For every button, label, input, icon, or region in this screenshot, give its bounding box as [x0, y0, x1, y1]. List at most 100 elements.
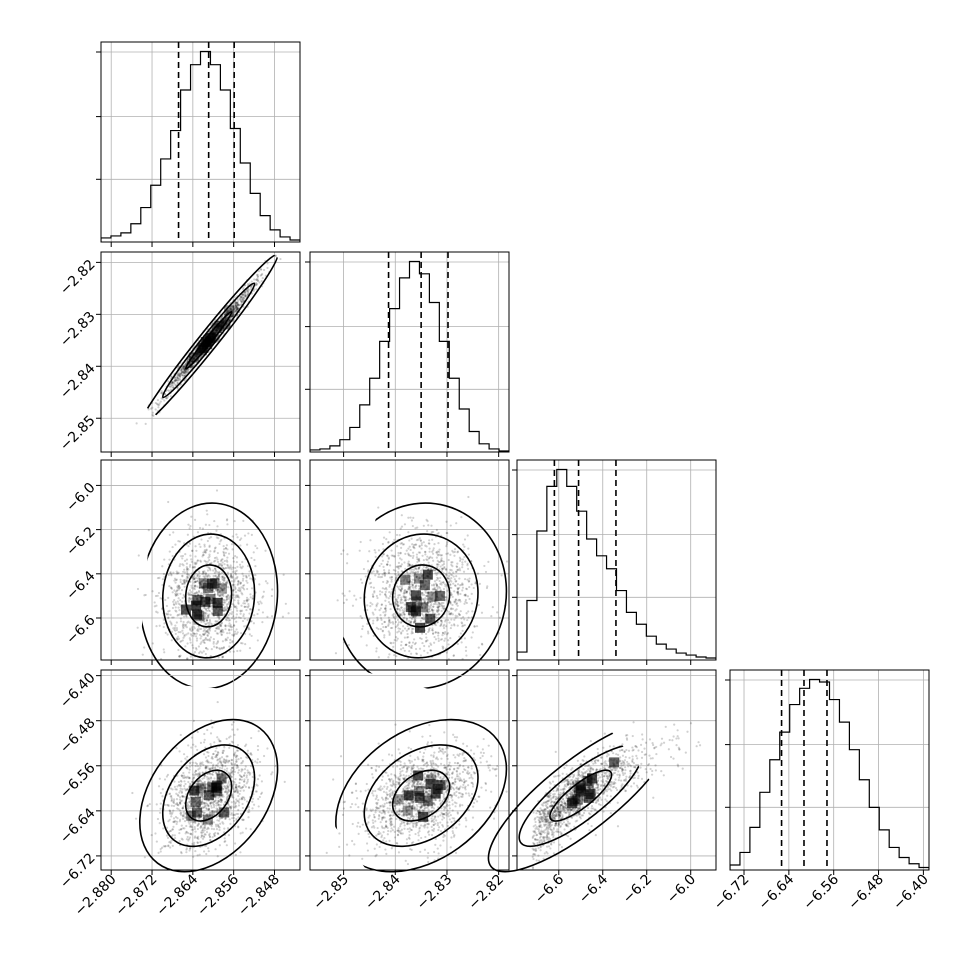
sample-point [412, 543, 416, 547]
sample-point [241, 565, 244, 568]
sample-point [205, 509, 208, 512]
sample-point [445, 520, 448, 523]
sample-point [384, 607, 387, 610]
sample-point [403, 616, 406, 619]
sample-point [256, 282, 259, 286]
sample-point [225, 559, 228, 562]
sample-point [396, 565, 399, 568]
sample-point [216, 627, 219, 630]
sample-point [213, 645, 216, 648]
sample-point [251, 594, 255, 598]
sample-point [236, 304, 240, 307]
sample-point [178, 564, 181, 568]
sample-point [182, 366, 185, 369]
sample-point [371, 611, 374, 614]
sample-point [184, 372, 187, 375]
sample-point [219, 587, 223, 590]
sample-point [204, 756, 208, 759]
sample-point [172, 382, 175, 385]
sample-point [235, 301, 238, 304]
sample-point [235, 307, 238, 311]
sample-point [408, 591, 412, 594]
sample-point [246, 564, 250, 568]
sample-point [422, 614, 425, 617]
sample-point [408, 650, 411, 653]
sample-point [246, 289, 250, 293]
sample-point [248, 810, 251, 813]
sample-point [190, 594, 193, 597]
sample-point [400, 542, 404, 545]
sample-point [211, 589, 214, 592]
sample-point [248, 786, 251, 789]
sample-point [457, 568, 460, 572]
sample-point [173, 380, 176, 383]
density-cell [191, 600, 202, 611]
sample-point [408, 583, 411, 586]
sample-point [216, 758, 220, 761]
sample-point [242, 584, 246, 587]
sample-point [445, 545, 448, 548]
sample-point [409, 516, 412, 519]
sample-point [226, 556, 229, 559]
sample-point [183, 370, 186, 373]
sample-point [262, 590, 265, 593]
sample-point [197, 353, 200, 356]
sample-point [190, 366, 193, 369]
sample-point [187, 780, 190, 784]
sample-point [397, 627, 400, 630]
sample-point [222, 601, 226, 604]
sample-point [455, 579, 458, 583]
sample-point [418, 576, 422, 580]
sample-point [180, 667, 182, 669]
sample-point [242, 780, 246, 783]
sample-point [229, 623, 232, 627]
sample-point [334, 652, 338, 655]
sample-point [370, 571, 373, 574]
sample-point [458, 569, 462, 572]
sample-point [256, 275, 259, 278]
sample-point [423, 644, 426, 648]
sample-point [420, 602, 423, 606]
sample-point [204, 573, 207, 577]
sample-point [216, 753, 219, 756]
sample-point [432, 568, 435, 572]
sample-point [234, 594, 237, 597]
sample-point [232, 560, 235, 563]
sample-point [222, 579, 226, 582]
sample-point [429, 600, 432, 604]
sample-point [254, 544, 257, 547]
sample-point [201, 613, 205, 616]
sample-point [256, 784, 259, 787]
sample-point [411, 627, 414, 631]
sample-point [456, 663, 458, 665]
sample-point [183, 371, 186, 374]
sample-point [198, 581, 202, 585]
sample-point [185, 830, 188, 834]
sample-point [221, 575, 224, 579]
sample-point [186, 657, 189, 660]
sample-point [408, 563, 411, 566]
sample-point [390, 642, 393, 645]
sample-point [163, 558, 166, 561]
sample-point [220, 756, 224, 759]
sample-point [193, 577, 196, 580]
sample-point [158, 576, 161, 579]
sample-point [241, 298, 244, 301]
sample-point [218, 740, 221, 743]
sample-point [372, 619, 375, 622]
sample-point [346, 562, 349, 565]
sample-point [407, 598, 410, 601]
sample-point [419, 619, 422, 622]
sample-point [213, 834, 216, 838]
sample-point [191, 644, 194, 647]
sample-point [456, 568, 459, 571]
sample-point [449, 601, 452, 604]
sample-point [436, 565, 439, 568]
sample-point [410, 583, 414, 586]
sample-point [434, 589, 437, 592]
sample-point [454, 600, 457, 603]
sample-point [439, 624, 442, 628]
sample-point [250, 287, 253, 290]
sample-point [215, 620, 218, 623]
sample-point [444, 568, 448, 571]
